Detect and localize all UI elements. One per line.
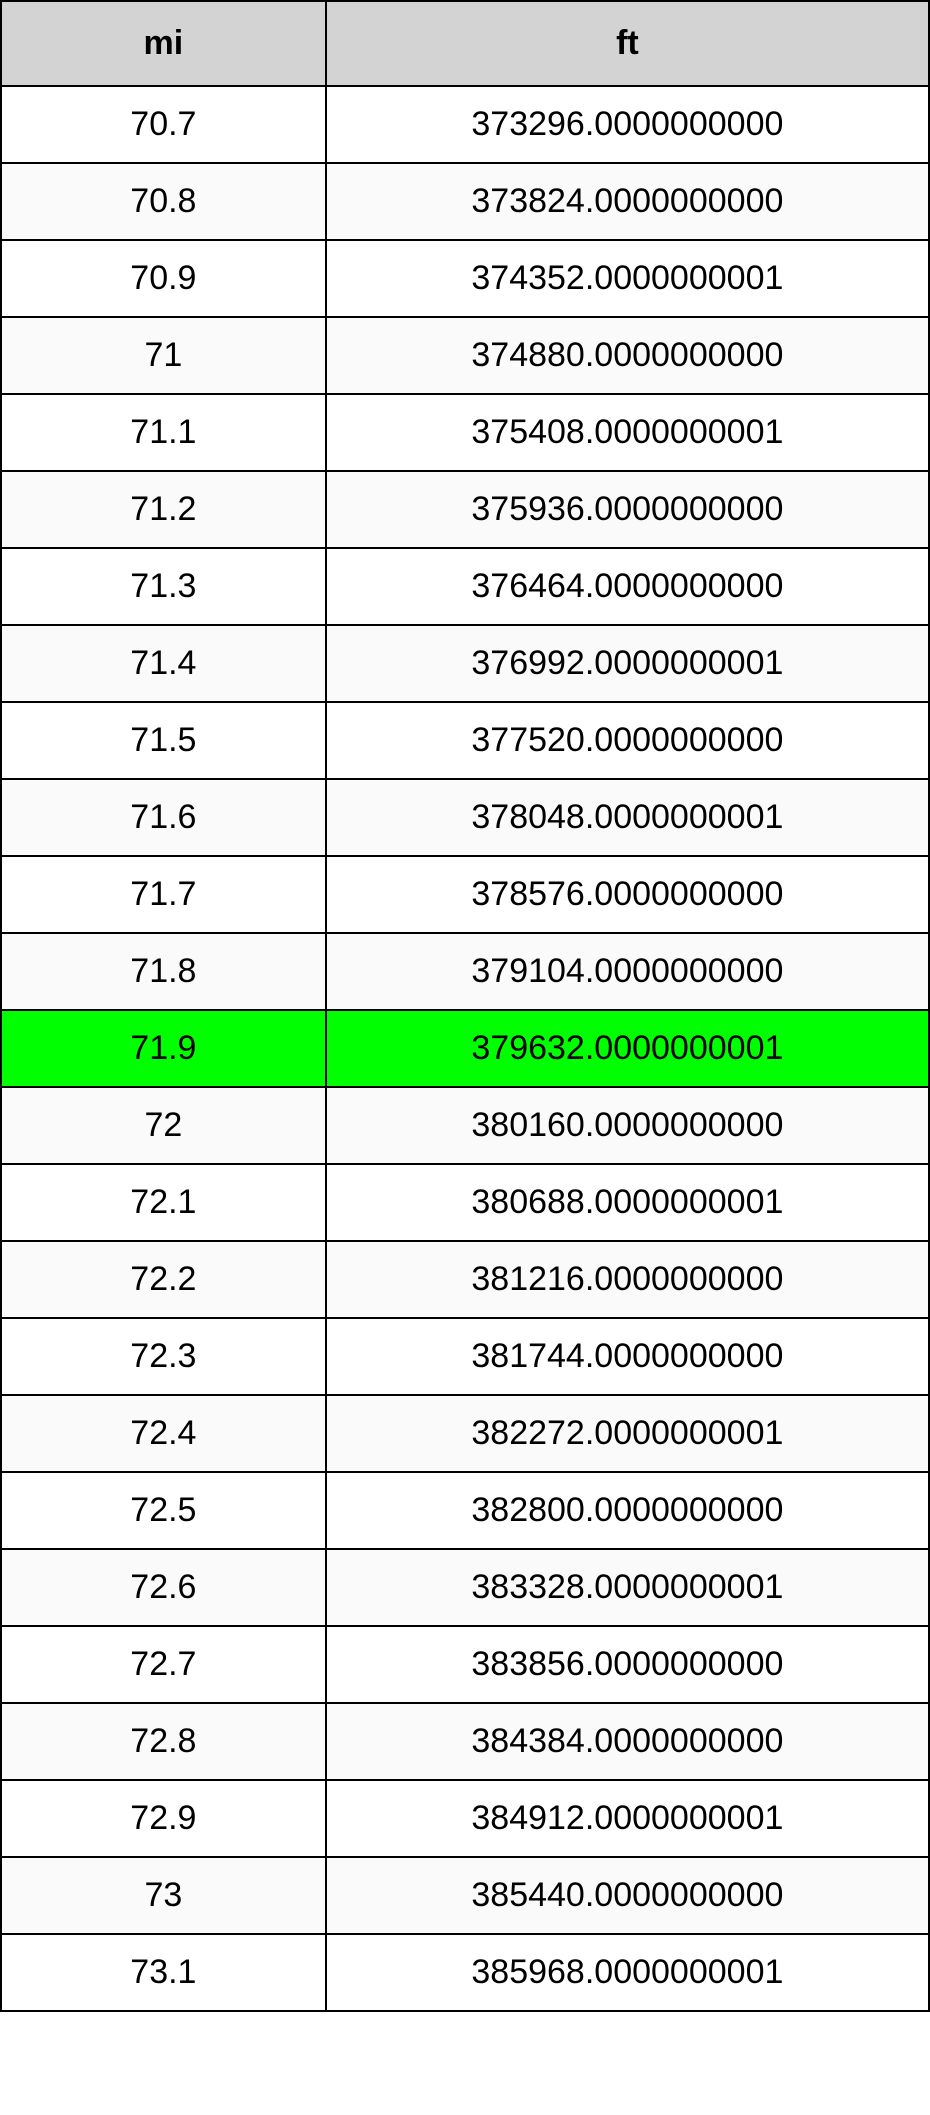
cell-ft: 382272.0000000001 xyxy=(326,1395,929,1472)
table-header-row: mi ft xyxy=(1,1,929,86)
cell-ft: 384912.0000000001 xyxy=(326,1780,929,1857)
cell-mi: 71 xyxy=(1,317,326,394)
cell-mi: 72.6 xyxy=(1,1549,326,1626)
table-row: 70.8373824.0000000000 xyxy=(1,163,929,240)
cell-ft: 384384.0000000000 xyxy=(326,1703,929,1780)
cell-mi: 72.9 xyxy=(1,1780,326,1857)
cell-mi: 70.8 xyxy=(1,163,326,240)
table-row: 72.8384384.0000000000 xyxy=(1,1703,929,1780)
cell-ft: 385968.0000000001 xyxy=(326,1934,929,2011)
cell-ft: 375936.0000000000 xyxy=(326,471,929,548)
cell-mi: 71.1 xyxy=(1,394,326,471)
table-row: 71.2375936.0000000000 xyxy=(1,471,929,548)
cell-mi: 71.7 xyxy=(1,856,326,933)
column-header-mi: mi xyxy=(1,1,326,86)
cell-ft: 373296.0000000000 xyxy=(326,86,929,163)
table-row: 71.9379632.0000000001 xyxy=(1,1010,929,1087)
table-row: 72.9384912.0000000001 xyxy=(1,1780,929,1857)
table-row: 71374880.0000000000 xyxy=(1,317,929,394)
cell-mi: 72.7 xyxy=(1,1626,326,1703)
cell-ft: 380688.0000000001 xyxy=(326,1164,929,1241)
cell-mi: 71.5 xyxy=(1,702,326,779)
table-row: 72.4382272.0000000001 xyxy=(1,1395,929,1472)
cell-mi: 71.9 xyxy=(1,1010,326,1087)
cell-mi: 71.8 xyxy=(1,933,326,1010)
table-row: 71.1375408.0000000001 xyxy=(1,394,929,471)
cell-mi: 73.1 xyxy=(1,1934,326,2011)
cell-ft: 374880.0000000000 xyxy=(326,317,929,394)
table-row: 72.5382800.0000000000 xyxy=(1,1472,929,1549)
cell-ft: 377520.0000000000 xyxy=(326,702,929,779)
table-row: 71.6378048.0000000001 xyxy=(1,779,929,856)
table-row: 72380160.0000000000 xyxy=(1,1087,929,1164)
cell-mi: 72.4 xyxy=(1,1395,326,1472)
cell-ft: 380160.0000000000 xyxy=(326,1087,929,1164)
table-row: 71.8379104.0000000000 xyxy=(1,933,929,1010)
cell-mi: 72.8 xyxy=(1,1703,326,1780)
table-row: 71.7378576.0000000000 xyxy=(1,856,929,933)
cell-ft: 375408.0000000001 xyxy=(326,394,929,471)
cell-ft: 379632.0000000001 xyxy=(326,1010,929,1087)
cell-mi: 72.5 xyxy=(1,1472,326,1549)
cell-ft: 382800.0000000000 xyxy=(326,1472,929,1549)
cell-ft: 373824.0000000000 xyxy=(326,163,929,240)
cell-mi: 72.2 xyxy=(1,1241,326,1318)
cell-ft: 378576.0000000000 xyxy=(326,856,929,933)
table-row: 72.7383856.0000000000 xyxy=(1,1626,929,1703)
cell-ft: 376992.0000000001 xyxy=(326,625,929,702)
cell-mi: 72.1 xyxy=(1,1164,326,1241)
conversion-table: mi ft 70.7373296.000000000070.8373824.00… xyxy=(0,0,930,2012)
cell-mi: 72.3 xyxy=(1,1318,326,1395)
cell-ft: 383856.0000000000 xyxy=(326,1626,929,1703)
cell-mi: 71.2 xyxy=(1,471,326,548)
cell-ft: 376464.0000000000 xyxy=(326,548,929,625)
cell-mi: 71.3 xyxy=(1,548,326,625)
table-row: 72.3381744.0000000000 xyxy=(1,1318,929,1395)
cell-mi: 71.4 xyxy=(1,625,326,702)
cell-mi: 70.7 xyxy=(1,86,326,163)
table-row: 72.1380688.0000000001 xyxy=(1,1164,929,1241)
table-row: 72.2381216.0000000000 xyxy=(1,1241,929,1318)
cell-ft: 379104.0000000000 xyxy=(326,933,929,1010)
table-row: 72.6383328.0000000001 xyxy=(1,1549,929,1626)
table-row: 71.5377520.0000000000 xyxy=(1,702,929,779)
table-body: 70.7373296.000000000070.8373824.00000000… xyxy=(1,86,929,2011)
table-row: 70.9374352.0000000001 xyxy=(1,240,929,317)
table-row: 73.1385968.0000000001 xyxy=(1,1934,929,2011)
table-row: 73385440.0000000000 xyxy=(1,1857,929,1934)
cell-ft: 385440.0000000000 xyxy=(326,1857,929,1934)
column-header-ft: ft xyxy=(326,1,929,86)
cell-ft: 381744.0000000000 xyxy=(326,1318,929,1395)
table-row: 70.7373296.0000000000 xyxy=(1,86,929,163)
cell-mi: 70.9 xyxy=(1,240,326,317)
table-row: 71.3376464.0000000000 xyxy=(1,548,929,625)
cell-mi: 72 xyxy=(1,1087,326,1164)
cell-ft: 374352.0000000001 xyxy=(326,240,929,317)
cell-ft: 378048.0000000001 xyxy=(326,779,929,856)
cell-ft: 383328.0000000001 xyxy=(326,1549,929,1626)
table-row: 71.4376992.0000000001 xyxy=(1,625,929,702)
cell-mi: 71.6 xyxy=(1,779,326,856)
cell-ft: 381216.0000000000 xyxy=(326,1241,929,1318)
cell-mi: 73 xyxy=(1,1857,326,1934)
